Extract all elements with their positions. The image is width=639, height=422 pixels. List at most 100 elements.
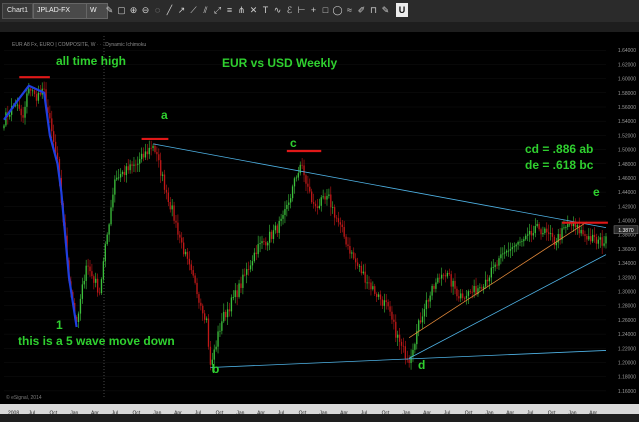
candle-body [523, 239, 525, 242]
extend-tool-icon[interactable]: ⤢ [213, 5, 222, 15]
candle-body [471, 291, 473, 293]
candle-body [211, 359, 213, 365]
candle-body [324, 196, 326, 200]
free-draw-icon[interactable]: ✐ [357, 5, 366, 15]
candle-body [96, 278, 99, 293]
ellipse-tool-icon[interactable]: ◯ [332, 5, 343, 15]
chart-area[interactable] [0, 32, 639, 404]
candle-body [98, 292, 101, 294]
arrow-tool-icon[interactable]: ↗ [177, 5, 186, 15]
upper-triangle-line [152, 143, 607, 229]
candle-body [570, 223, 573, 227]
candle-body [339, 222, 342, 225]
zoom-out-icon[interactable]: ⊖ [141, 5, 150, 15]
candle-body [202, 305, 204, 314]
candle-body [599, 237, 601, 240]
chart-svg[interactable]: 1.64000 1.62000 1.60000 1.58000 1.56000 1.540… [0, 32, 639, 404]
candle-body [595, 237, 598, 244]
candle-body [286, 204, 288, 210]
price-tick-label: 1.64000 [618, 48, 636, 54]
candle-body [108, 224, 110, 235]
zoom-in-icon[interactable]: ⊕ [129, 5, 138, 15]
candle-body [364, 271, 366, 283]
candle-body [431, 285, 433, 296]
price-tick-label: 1.16000 [618, 389, 636, 395]
candle-body [494, 264, 496, 268]
candle-body [249, 265, 252, 270]
candle-body [261, 241, 263, 244]
price-tick-label: 1.60000 [618, 77, 636, 83]
pitchfork-tool-icon[interactable]: ⋔ [237, 5, 246, 15]
line-tool-icon[interactable]: ╱ [166, 5, 173, 15]
lower-triangle-line [210, 350, 607, 368]
time-axis: 2008 Jul Oct Jan Apr Jul Oct Jan Apr Jul Oct Jan Apr… [0, 404, 639, 417]
candle-body [408, 359, 410, 364]
candle-body [391, 311, 393, 320]
candle-body [418, 320, 420, 331]
chart-tab[interactable]: Chart1 [2, 3, 34, 19]
candle-body [20, 108, 22, 116]
cycle-tool-icon[interactable]: ∿ [273, 5, 282, 15]
candle-body [439, 277, 441, 279]
candle-body [429, 295, 431, 302]
candle-body [274, 225, 277, 231]
channel-tool-icon[interactable]: ⫽ [203, 5, 208, 15]
candle-body [291, 186, 294, 199]
candle-body [530, 230, 533, 236]
candle-body [79, 298, 82, 314]
candle-body [578, 225, 580, 234]
candle-body [572, 222, 575, 227]
price-tick-label: 1.38000 [618, 233, 636, 239]
elliott-tool-icon[interactable]: ℰ [286, 5, 293, 15]
candle-body [186, 251, 189, 259]
gann-tool-icon[interactable]: ✕ [249, 5, 258, 15]
candle-body [326, 195, 328, 200]
magnet-icon[interactable]: ⊓ [369, 5, 378, 15]
fib-tool-icon[interactable]: ≡ [226, 5, 233, 15]
candle-body [463, 297, 466, 299]
wave-d-label: d [418, 358, 425, 372]
candles [3, 81, 607, 372]
square-tool-icon[interactable]: □ [322, 5, 329, 15]
square-icon[interactable]: ▢ [117, 5, 126, 15]
candle-body [18, 104, 20, 109]
cross-tool-icon[interactable]: + [310, 5, 317, 15]
sine-tool-icon[interactable]: ≈ [347, 5, 352, 15]
candle-body [427, 300, 429, 302]
candle-body [58, 159, 61, 179]
candle-body [16, 104, 19, 106]
candle-body [129, 164, 131, 171]
candle-body [284, 209, 286, 215]
candle-body [309, 186, 311, 192]
candle-body [236, 290, 238, 297]
last-price-label: 1.3870 [618, 228, 634, 234]
symbol-field[interactable]: JPLAD-FX [33, 3, 89, 19]
candle-body [349, 245, 351, 254]
price-tick-label: 1.26000 [618, 318, 636, 324]
brush-icon[interactable]: ✎ [381, 5, 390, 15]
text-tool-icon[interactable]: T [262, 5, 269, 15]
lower-channel-line [408, 254, 607, 359]
circle-icon[interactable]: ◌ [154, 5, 161, 15]
ray-tool-icon[interactable]: ⟋ [190, 5, 197, 15]
candle-body [200, 302, 202, 306]
candle-body [196, 282, 198, 295]
wave-b-label: b [212, 362, 219, 376]
candle-body [127, 166, 129, 171]
measure-tool-icon[interactable]: ⊢ [297, 5, 306, 15]
candle-body [387, 302, 389, 307]
candle-body [259, 243, 261, 245]
candle-body [182, 242, 185, 255]
candle-body [234, 290, 236, 298]
price-axis[interactable] [614, 32, 639, 404]
candle-body [165, 189, 168, 193]
candle-body [255, 252, 257, 255]
u-button[interactable]: U [396, 3, 408, 17]
price-tick-label: 1.24000 [618, 332, 636, 338]
candle-body [24, 106, 26, 118]
price-tick-label: 1.54000 [618, 119, 636, 125]
interval-field[interactable]: W [86, 3, 108, 19]
pencil-icon[interactable]: ✎ [105, 5, 114, 15]
candle-body [507, 250, 510, 252]
candle-body [114, 179, 116, 195]
